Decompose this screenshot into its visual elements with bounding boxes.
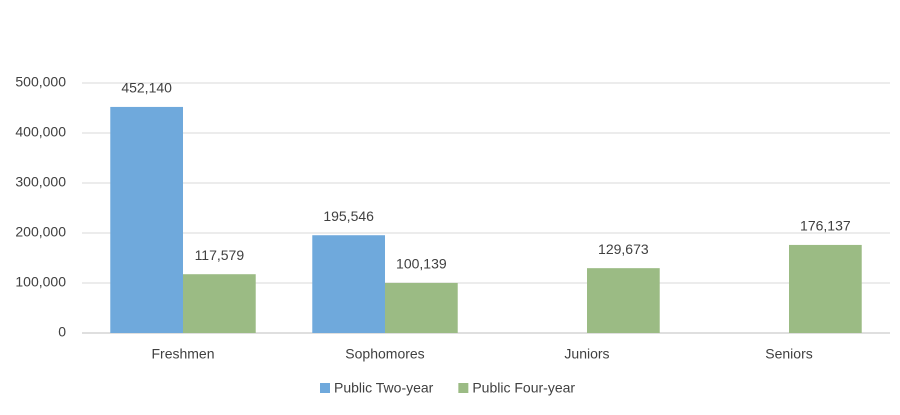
bar (587, 268, 660, 333)
legend-label: Public Four-year (472, 380, 575, 396)
data-label: 100,139 (396, 256, 447, 272)
data-label: 117,579 (195, 247, 245, 263)
legend-label: Public Two-year (334, 380, 434, 396)
y-tick-label: 500,000 (15, 74, 66, 90)
y-tick-label: 300,000 (15, 174, 66, 190)
data-label: 195,546 (323, 208, 374, 224)
bar (385, 282, 458, 333)
bar (183, 274, 256, 333)
y-tick-label: 0 (58, 324, 66, 340)
x-tick-label: Freshmen (151, 346, 214, 362)
y-tick-label: 200,000 (15, 224, 66, 240)
bar (789, 244, 862, 333)
data-label: 176,137 (800, 218, 851, 234)
data-label: 129,673 (598, 241, 649, 257)
bar (110, 106, 183, 334)
x-tick-label: Juniors (564, 346, 609, 362)
y-tick-label: 100,000 (15, 274, 66, 290)
x-tick-label: Sophomores (345, 346, 424, 362)
x-tick-label: Seniors (765, 346, 812, 362)
legend-swatch (320, 383, 330, 393)
legend-swatch (458, 383, 469, 393)
bar (312, 235, 385, 333)
y-tick-label: 400,000 (15, 124, 66, 140)
data-label: 452,140 (121, 80, 172, 96)
